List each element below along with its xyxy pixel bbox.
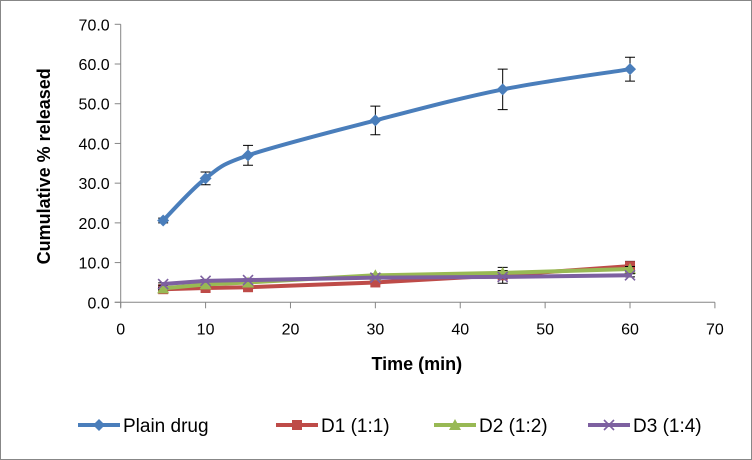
x-tick-label: 0 (116, 321, 125, 338)
data-point (199, 278, 212, 290)
data-point (242, 274, 254, 286)
data-point (497, 271, 509, 283)
data-point (624, 269, 636, 281)
plot-area (157, 56, 637, 295)
legend-diamond-icon (93, 419, 105, 431)
data-point (242, 149, 255, 162)
legend-item: D3 (1:4) (588, 416, 702, 437)
data-point (624, 63, 637, 76)
y-tick-label: 60.0 (79, 57, 110, 74)
series-plain-drug (157, 56, 637, 227)
legend-label: D2 (1:2) (479, 416, 548, 437)
legend-label: D3 (1:4) (633, 416, 702, 437)
legend-label: Plain drug (123, 416, 209, 437)
y-axis-title: Cumulative % released (34, 68, 54, 264)
data-point (200, 275, 212, 287)
data-point (370, 277, 381, 288)
legend-x-icon (603, 419, 615, 431)
x-tick-label: 50 (536, 321, 554, 338)
data-point (157, 278, 169, 290)
y-tick-label: 30.0 (79, 176, 110, 193)
legend-item: D2 (1:2) (434, 416, 548, 437)
series-line (161, 273, 633, 287)
x-axis-title: Time (min) (371, 354, 462, 374)
y-ticks: 0.0 10.0 20.0 30.0 40.0 50.0 60.0 70.0 (79, 17, 121, 312)
legend-label: D1 (1:1) (321, 416, 390, 437)
x-tick-label: 60 (621, 321, 639, 338)
x-tick-label: 10 (197, 321, 215, 338)
legend-square-icon (292, 420, 302, 430)
y-tick-label: 0.0 (87, 295, 109, 312)
data-point (369, 114, 382, 127)
y-tick-label: 20.0 (79, 216, 110, 233)
y-tick-label: 70.0 (79, 17, 110, 34)
x-ticks: 0 10 20 30 40 50 60 70 (116, 302, 724, 338)
data-point (157, 282, 170, 294)
legend-triangle-icon (449, 419, 461, 430)
x-tick-label: 70 (706, 321, 724, 338)
y-tick-label: 40.0 (79, 136, 110, 153)
y-tick-label: 50.0 (79, 97, 110, 114)
series-line (161, 67, 633, 223)
y-tick-label: 10.0 (79, 256, 110, 273)
data-point (496, 83, 509, 96)
data-point (369, 272, 381, 284)
data-point (157, 214, 170, 227)
x-tick-label: 30 (366, 321, 384, 338)
legend: Plain drug D1 (1:1) D2 (1:2) D3 (1:4) (78, 416, 702, 437)
x-tick-label: 20 (282, 321, 300, 338)
axes: 0.0 10.0 20.0 30.0 40.0 50.0 60.0 70.0 0 10 20 30 4… (79, 17, 724, 338)
data-point (199, 172, 212, 185)
x-tick-label: 40 (451, 321, 469, 338)
series-d3-1-4 (157, 269, 636, 290)
legend-item: Plain drug (78, 416, 209, 437)
legend-item: D1 (1:1) (276, 416, 390, 437)
